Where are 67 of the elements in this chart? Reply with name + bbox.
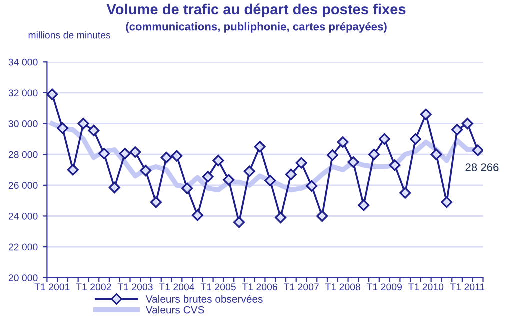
y-tick-label: 30 000: [8, 120, 38, 128]
point: [150, 196, 162, 208]
point: [108, 182, 120, 194]
x-tick-label: T1 2009: [367, 284, 402, 291]
x-tick-label: T1 2002: [76, 284, 112, 291]
point: [254, 141, 266, 153]
point: [212, 155, 224, 167]
point: [57, 122, 69, 134]
x-tick-label: T1 2004: [159, 284, 195, 291]
x-tick-label: T1 2008: [325, 284, 361, 291]
y-tick-label: 34 000: [8, 58, 38, 66]
y-tick-label: 24 000: [8, 212, 38, 220]
point: [389, 160, 401, 172]
point: [410, 133, 422, 145]
y-tick-label: 32 000: [8, 90, 38, 97]
point: [98, 148, 110, 160]
point: [285, 168, 297, 180]
point: [368, 148, 380, 160]
point: [130, 146, 142, 158]
legend-label: Valeurs brutes observées: [146, 295, 263, 303]
point: [119, 148, 131, 160]
point: [472, 144, 484, 156]
point: [140, 165, 152, 177]
y-axis-title: millions de minutes: [28, 32, 111, 39]
point: [223, 174, 235, 186]
point: [234, 216, 246, 228]
point: [88, 124, 100, 136]
legend-label: Valeurs CVS: [146, 306, 204, 314]
point: [171, 150, 183, 162]
point: [441, 196, 453, 208]
point: [182, 182, 194, 194]
x-tick-label: T1 2001: [34, 284, 70, 291]
point: [296, 157, 308, 169]
point: [452, 124, 464, 136]
point: [264, 175, 276, 187]
x-tick-label: T1 2007: [284, 284, 319, 291]
point: [326, 150, 338, 162]
point: [78, 118, 90, 130]
point: [348, 156, 360, 168]
point: [420, 108, 432, 120]
point: [202, 171, 214, 183]
x-tick-label: T1 2011: [450, 284, 485, 291]
point: [192, 210, 204, 222]
point: [400, 187, 412, 199]
chart-subtitle: (communications, publiphonie, cartes prépayées): [126, 22, 387, 33]
y-tick-label: 20 000: [8, 274, 38, 282]
point: [358, 200, 370, 212]
y-tick-label: 22 000: [8, 244, 38, 251]
y-tick-label: 28 000: [8, 151, 38, 158]
point: [306, 180, 318, 192]
x-tick-label: T1 2010: [408, 284, 444, 291]
point: [160, 152, 172, 164]
x-tick-label: T1 2003: [118, 284, 153, 291]
x-tick-label: T1 2006: [242, 284, 278, 291]
point: [275, 212, 287, 224]
chart-title: Volume de trafic au départ des postes fixes: [106, 4, 406, 18]
point: [430, 148, 442, 160]
point: [462, 118, 474, 130]
data-label: 28 266: [466, 164, 499, 172]
point: [47, 88, 58, 100]
point: [244, 166, 256, 178]
point: [67, 164, 79, 176]
point: [378, 133, 390, 145]
y-tick-label: 26 000: [8, 182, 38, 190]
x-tick-label: T1 2005: [200, 284, 236, 291]
point: [337, 136, 349, 148]
point: [316, 210, 328, 222]
